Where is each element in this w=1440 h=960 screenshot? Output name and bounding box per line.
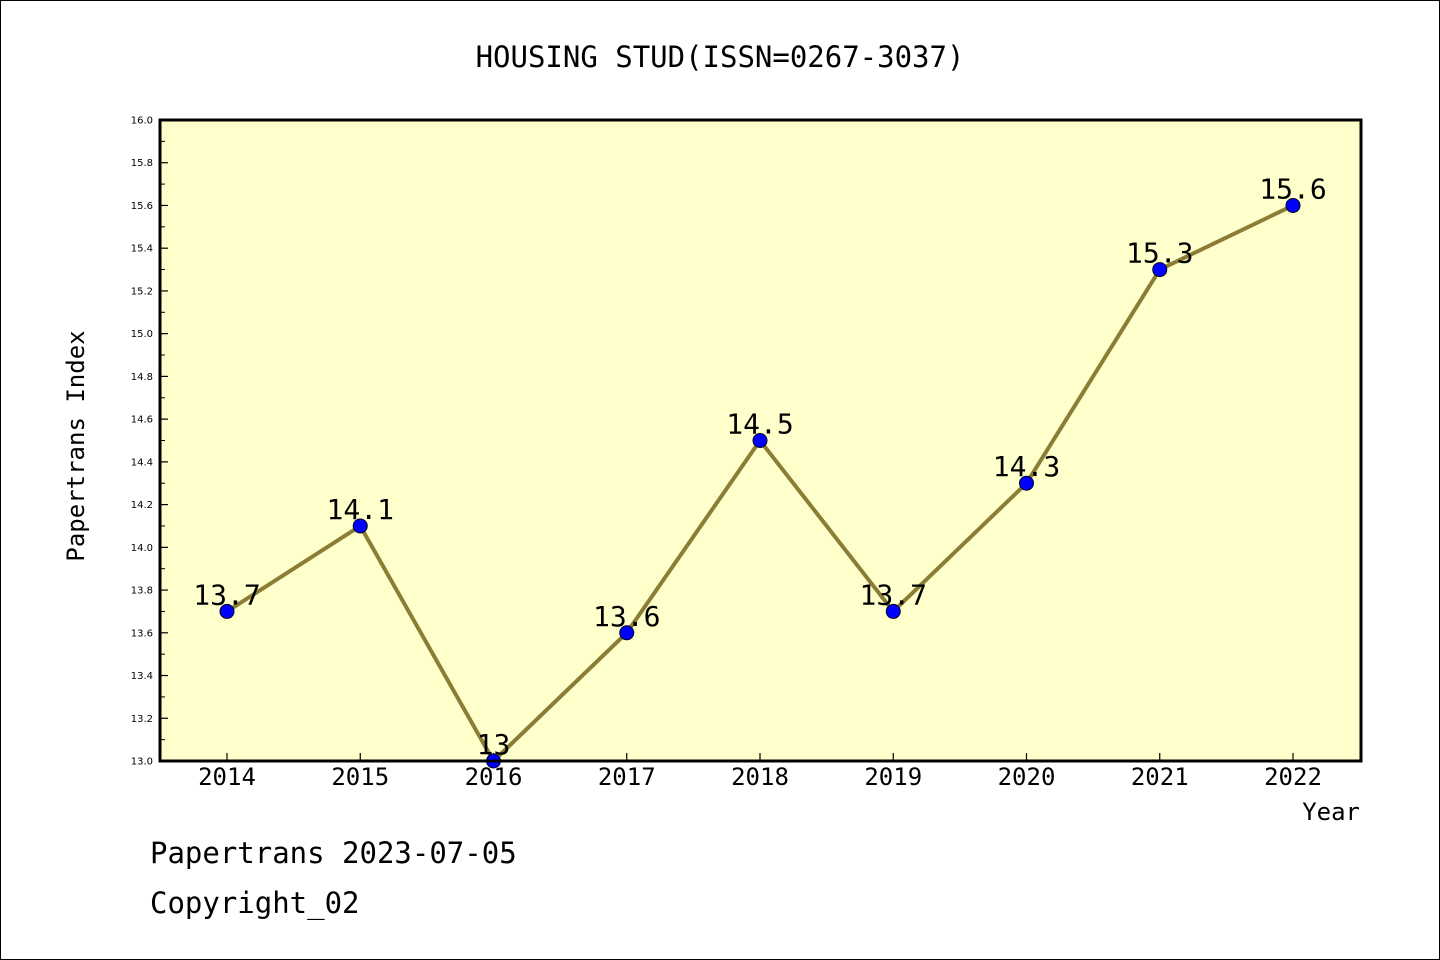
x-tick-label: 2014: [198, 763, 256, 791]
data-markers: [219, 197, 1301, 769]
y-tick-label: 14.8: [131, 372, 153, 383]
footer-copyright: Copyright_02: [150, 886, 360, 920]
data-point: [1152, 262, 1168, 278]
data-point: [885, 603, 901, 619]
data-label: 13.7: [860, 578, 927, 611]
data-label: 14.3: [993, 450, 1060, 483]
y-tick-label: 13.6: [131, 628, 153, 639]
y-tick-label: 14.0: [131, 543, 153, 554]
chart-title: HOUSING STUD(ISSN=0267-3037): [476, 40, 965, 74]
y-tick-label: 14.6: [131, 415, 153, 426]
data-labels: 13.7 14.1 13 13.6 14.5 13.7 14.3 15.3 15.6: [193, 172, 1326, 761]
y-tick-label: 16.0: [131, 116, 153, 127]
x-axis: 2014 2015 2016 2017 2018 2019 2020 2021 2022: [198, 753, 1322, 791]
x-tick-label: 2020: [998, 763, 1056, 791]
y-tick-label: 13.0: [131, 757, 153, 768]
y-tick-label: 14.4: [131, 457, 153, 468]
x-tick-label: 2019: [864, 763, 922, 791]
x-tick-label: 2022: [1264, 763, 1322, 791]
data-label: 15.6: [1259, 172, 1326, 205]
x-tick-label: 2021: [1131, 763, 1189, 791]
data-label: 14.1: [327, 493, 394, 526]
x-axis-label: Year: [1302, 798, 1360, 826]
data-point: [352, 518, 368, 534]
y-tick-label: 15.2: [131, 286, 153, 297]
data-point: [1019, 475, 1034, 491]
y-tick-label: 15.6: [131, 201, 153, 212]
data-point: [219, 603, 235, 619]
y-tick-label: 15.8: [131, 158, 153, 169]
y-tick-label: 14.2: [131, 500, 153, 511]
data-point: [1285, 197, 1301, 213]
y-tick-label: 13.2: [131, 714, 153, 725]
data-label: 13.6: [593, 600, 660, 633]
y-tick-label: 13.4: [131, 671, 153, 682]
data-label: 13.7: [193, 578, 260, 611]
x-tick-label: 2015: [331, 763, 389, 791]
footer-date: Papertrans 2023-07-05: [150, 836, 517, 870]
x-tick-label: 2018: [731, 763, 789, 791]
x-tick-label: 2017: [598, 763, 656, 791]
data-point: [619, 625, 635, 641]
plot-border: [158, 118, 1363, 763]
data-point: [752, 433, 768, 448]
y-axis-label: Papertrans Index: [62, 330, 90, 561]
data-label: 13: [477, 728, 511, 761]
y-tick-label: 15.4: [131, 244, 153, 255]
y-tick-label: 13.8: [131, 586, 153, 597]
data-label: 15.3: [1126, 237, 1193, 270]
data-label: 14.5: [726, 408, 793, 441]
y-tick-label: 15.0: [131, 329, 153, 340]
